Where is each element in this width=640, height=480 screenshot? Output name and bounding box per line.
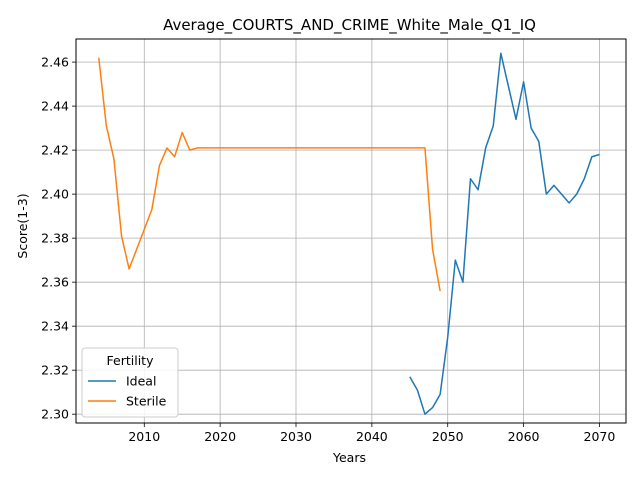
chart-title: Average_COURTS_AND_CRIME_White_Male_Q1_I… xyxy=(163,16,536,35)
x-tick-label: 2010 xyxy=(128,429,160,444)
x-tick-label: 2020 xyxy=(204,429,236,444)
x-tick-label: 2070 xyxy=(584,429,616,444)
y-tick-label: 2.44 xyxy=(41,99,69,114)
legend-label-sterile: Sterile xyxy=(126,394,167,409)
x-tick-label: 2050 xyxy=(432,429,464,444)
legend-title: Fertility xyxy=(107,353,155,368)
y-tick-label: 2.42 xyxy=(41,143,69,158)
y-tick-label: 2.38 xyxy=(41,231,69,246)
y-tick-label: 2.32 xyxy=(41,363,69,378)
x-axis-ticks: 2010 2020 2030 2040 2050 2060 2070 xyxy=(128,423,615,444)
y-tick-label: 2.36 xyxy=(41,275,69,290)
legend: Fertility Ideal Sterile xyxy=(81,347,179,418)
legend-box xyxy=(81,347,179,418)
series-lines xyxy=(98,52,600,415)
y-tick-label: 2.30 xyxy=(41,407,69,422)
series-line-ideal xyxy=(409,52,600,415)
y-tick-label: 2.40 xyxy=(41,187,69,202)
x-tick-label: 2060 xyxy=(508,429,540,444)
x-tick-label: 2040 xyxy=(356,429,388,444)
y-tick-label: 2.34 xyxy=(41,319,69,334)
series-line-sterile xyxy=(98,57,441,292)
plot-frame xyxy=(75,38,627,424)
y-axis-ticks: 2.30 2.32 2.34 2.36 2.38 2.40 2.42 2.44 2.46 xyxy=(41,55,76,422)
x-tick-label: 2030 xyxy=(280,429,312,444)
legend-label-ideal: Ideal xyxy=(126,374,156,389)
y-axis-label: Score(1-3) xyxy=(15,193,30,258)
grid xyxy=(76,39,626,423)
x-axis-label: Years xyxy=(332,450,366,465)
y-tick-label: 2.46 xyxy=(41,55,69,70)
